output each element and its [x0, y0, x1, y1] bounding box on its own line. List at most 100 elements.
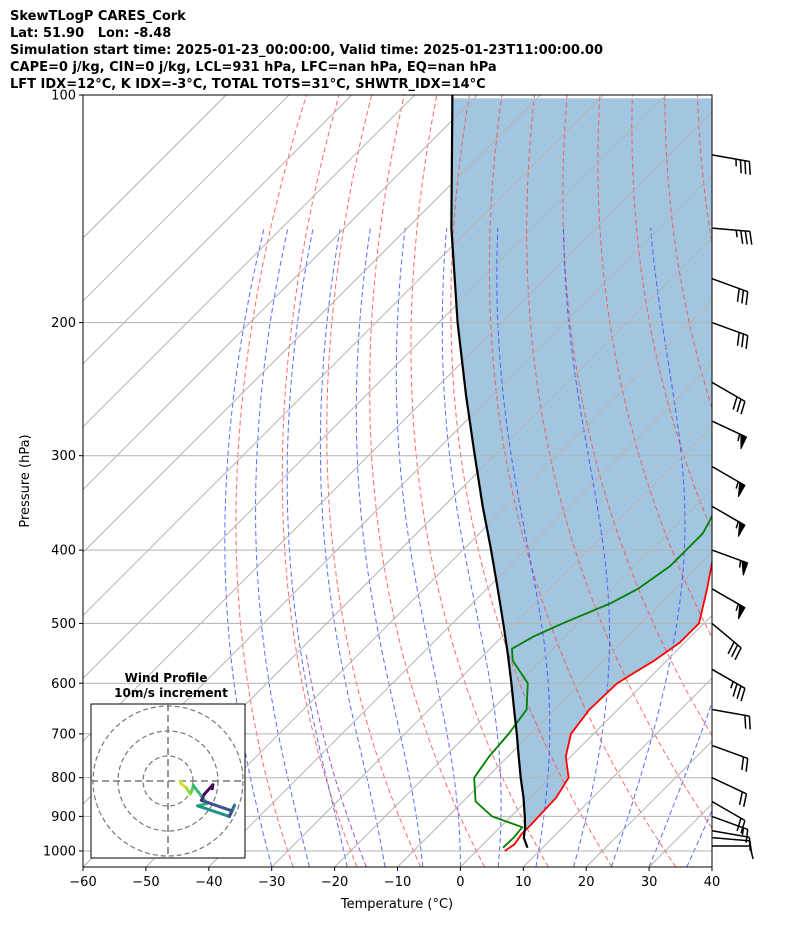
barb-flag	[737, 521, 746, 537]
barb-full	[740, 688, 746, 702]
wind-barb	[711, 549, 749, 576]
barb-staff	[711, 622, 742, 649]
y-tick-label: 500	[51, 617, 76, 632]
barb-flag	[737, 603, 746, 620]
wind-barb	[711, 420, 748, 450]
barb-full	[744, 230, 748, 245]
y-axis-label: Pressure (hPa)	[18, 434, 33, 527]
wind-barb	[711, 381, 746, 415]
isotherm	[271, 425, 712, 867]
dewpoint-profile	[473, 514, 712, 849]
dry-adiabat	[562, 95, 712, 737]
barb-flag	[740, 433, 748, 450]
y-tick-label: 100	[51, 89, 76, 104]
y-tick-label: 900	[51, 810, 76, 825]
moist-adiabat	[395, 228, 461, 867]
x-tick-label: 20	[578, 875, 595, 890]
x-tick-label: −40	[195, 875, 222, 890]
chart-title: SkewTLogP CARES_Cork	[10, 9, 186, 24]
barb-full	[744, 715, 747, 729]
barb-full	[741, 333, 745, 348]
wind-barb	[711, 227, 753, 245]
wind-barb	[711, 622, 742, 661]
isotherm	[83, 95, 667, 680]
wind-barb	[711, 465, 746, 498]
y-tick-label: 1000	[43, 844, 76, 859]
wind-barb	[711, 321, 749, 349]
y-tick-label: 400	[51, 544, 76, 559]
inset-title: Wind Profile	[125, 671, 208, 685]
isotherm	[83, 95, 227, 239]
barb-full	[744, 160, 747, 175]
barb-half	[735, 230, 738, 238]
barb-full	[732, 683, 738, 697]
barb-flag	[737, 481, 746, 498]
barb-full	[727, 641, 735, 655]
barb-full	[736, 398, 742, 413]
moist-adiabat	[286, 228, 348, 867]
barb-flag	[741, 560, 749, 576]
wind-barb	[712, 845, 754, 860]
barb-half	[741, 827, 745, 836]
x-tick-label: 40	[704, 875, 721, 890]
barb-full	[736, 685, 742, 700]
isotherm	[83, 95, 416, 428]
barb-full	[749, 231, 753, 245]
barb-full	[738, 791, 744, 806]
isotherm	[334, 488, 712, 867]
chart-header: SkewTLogP CARES_Cork Lat: 51.90 Lon: -8.…	[10, 8, 603, 93]
barb-staff	[711, 829, 750, 839]
barb-staff	[711, 381, 746, 403]
x-tick-label: −20	[321, 875, 348, 890]
isotherm	[460, 614, 712, 867]
barb-half	[735, 481, 740, 489]
x-tick-label: 10	[515, 875, 532, 890]
barb-staff	[711, 777, 747, 795]
isotherm	[83, 111, 712, 742]
dry-adiabat	[488, 95, 677, 867]
y-tick-label: 800	[51, 771, 76, 786]
barb-staff	[711, 227, 750, 233]
barb-full	[742, 793, 748, 807]
isotherm	[397, 551, 712, 867]
moist-adiabat	[355, 228, 424, 867]
barb-half	[730, 681, 734, 689]
barb-full	[732, 396, 738, 410]
barb-full	[748, 161, 751, 175]
dry-adiabat	[326, 95, 422, 867]
isotherm	[208, 363, 712, 867]
x-tick-label: −50	[132, 875, 159, 890]
wind-barb	[711, 708, 751, 730]
wind-barb	[711, 777, 748, 807]
isotherm	[145, 300, 712, 867]
hodograph-segment	[210, 783, 215, 791]
barb-full	[749, 845, 754, 860]
barb-staff	[711, 708, 750, 717]
wind-barb	[711, 744, 749, 772]
wind-barb	[711, 505, 746, 537]
dry-adiabat	[281, 95, 358, 867]
temperature-profile	[504, 557, 712, 852]
dry-adiabat	[450, 95, 613, 867]
y-tick-label: 600	[51, 677, 76, 692]
barb-staff	[711, 744, 748, 760]
x-tick-label: −60	[69, 875, 96, 890]
barb-staff	[711, 836, 750, 842]
dry-adiabat	[730, 95, 794, 867]
barb-full	[736, 332, 740, 346]
hodograph-segment	[199, 798, 234, 813]
wind-profile-inset: Wind Profile 10m/s increment	[90, 671, 246, 859]
isotherm	[83, 95, 541, 554]
x-tick-label: 0	[456, 875, 464, 890]
y-tick-label: 200	[51, 316, 76, 331]
cape-line: CAPE=0 j/kg, CIN=0 j/kg, LCL=931 hPa, LF…	[10, 60, 497, 75]
parcel-profile	[450, 95, 529, 849]
barb-half	[735, 603, 740, 612]
barb-full	[740, 401, 746, 415]
dry-adiabat	[410, 95, 549, 867]
location-line: Lat: 51.90 Lon: -8.48	[10, 26, 172, 41]
barb-staff	[711, 277, 748, 293]
wind-barb	[711, 800, 746, 834]
barb-full	[736, 818, 742, 832]
barb-full	[739, 159, 742, 174]
